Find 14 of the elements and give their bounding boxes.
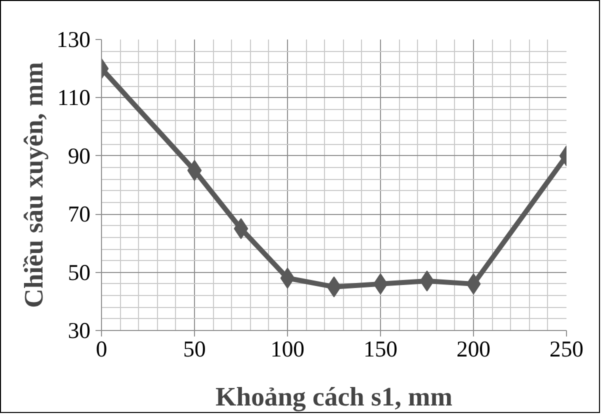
y-tick-label: 30 — [68, 318, 90, 343]
x-tick-label: 200 — [456, 336, 490, 362]
y-axis-title: Chiều sâu xuyên, mm — [18, 62, 49, 308]
y-tick-label: 130 — [56, 27, 90, 52]
x-tick-label: 0 — [96, 336, 108, 362]
x-axis-title: Khoảng cách s1, mm — [216, 382, 452, 412]
x-tick-label: 250 — [550, 336, 584, 362]
x-tick-label: 150 — [364, 336, 398, 362]
y-tick-label: 110 — [57, 85, 91, 110]
y-tick-label: 90 — [68, 143, 90, 168]
x-tick-label: 100 — [270, 336, 304, 362]
y-tick-label: 70 — [68, 202, 90, 227]
x-tick-label: 50 — [183, 336, 206, 362]
y-tick-label: 50 — [68, 260, 90, 285]
